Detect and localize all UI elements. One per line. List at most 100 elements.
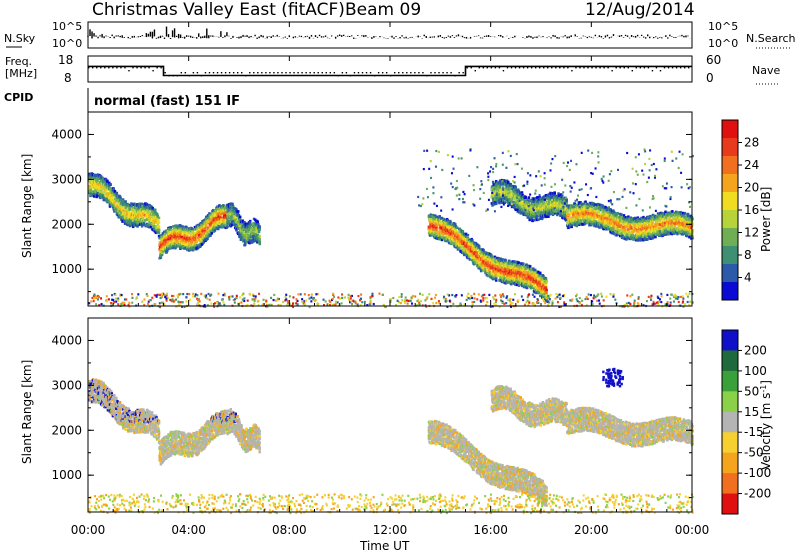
power-echo [130, 207, 134, 211]
power-echo [96, 179, 99, 183]
nave-point [510, 67, 513, 69]
power-echo [113, 203, 116, 207]
nave-point [329, 72, 331, 74]
power-echo [121, 218, 124, 222]
power-echo [504, 259, 507, 262]
power-echo [491, 180, 495, 184]
power-echo [119, 215, 122, 219]
nave-point [293, 72, 295, 74]
nave-point [245, 75, 247, 77]
power-echo [152, 215, 155, 219]
power-echo [534, 268, 537, 272]
power-echo [88, 190, 92, 193]
power-echo [216, 227, 220, 231]
nave-point [575, 67, 577, 69]
nave-point [232, 72, 235, 74]
power-echo [98, 186, 101, 190]
power-echo [108, 205, 112, 208]
nave-point [313, 72, 315, 74]
nave-point [168, 75, 170, 77]
nave-point [611, 70, 613, 72]
power-echo [101, 187, 105, 191]
nave-point [204, 72, 207, 74]
noise-left-tick-top: 10^5 [52, 20, 82, 33]
power-echo [239, 215, 242, 219]
power-echo [152, 208, 156, 211]
nave-point [394, 72, 396, 74]
power-echo [106, 180, 109, 184]
power-echo [128, 224, 132, 228]
nave-point [277, 72, 279, 74]
nave-point [643, 67, 646, 69]
nave-point [100, 67, 102, 69]
power-echo [120, 200, 124, 203]
nave-point [200, 75, 203, 77]
nave-point [273, 72, 275, 74]
power-echo [147, 211, 151, 214]
power-echo [108, 197, 112, 200]
power-echo [143, 219, 147, 222]
nave-point [212, 72, 215, 74]
power-echo [454, 229, 458, 232]
power-echo [117, 215, 120, 219]
power-echo [98, 185, 101, 188]
power-echo [132, 212, 135, 215]
power-echo [94, 187, 97, 191]
power-echo [169, 225, 173, 229]
nave-point [615, 67, 617, 69]
nave-point [474, 70, 476, 72]
power-echo [135, 218, 138, 221]
nave-point [591, 67, 593, 69]
power-echo [98, 183, 101, 186]
nave-point [257, 72, 259, 74]
nave-point [571, 70, 573, 72]
power-echo [137, 223, 141, 227]
power-echo [148, 216, 151, 219]
nave-point [454, 75, 456, 77]
nave-point [96, 67, 98, 69]
beam-label: Beam 09 [345, 0, 421, 20]
nave-point [289, 72, 291, 74]
power-echo [116, 196, 119, 200]
nave-point [265, 72, 267, 74]
power-echo [108, 187, 111, 191]
power-echo [103, 185, 107, 189]
power-echo [112, 188, 115, 192]
noise-trace [87, 26, 691, 39]
power-echo [152, 221, 155, 225]
cpid-label: CPID [4, 91, 33, 104]
power-echo [93, 184, 97, 188]
power-echo [107, 192, 110, 195]
power-echo [134, 205, 137, 209]
power-echo [103, 183, 106, 187]
nave-point [498, 67, 501, 69]
power-echo [137, 204, 141, 207]
nave-point [176, 75, 178, 77]
nave-point [627, 67, 629, 69]
nave-point [402, 72, 404, 74]
power-echo [137, 221, 141, 225]
power-echo [522, 262, 525, 266]
power-echo [104, 181, 107, 184]
power-echo [125, 213, 129, 216]
power-echo [157, 231, 161, 234]
power-echo [97, 177, 100, 180]
power-echo [114, 202, 117, 206]
power-echo [103, 177, 106, 181]
nave-point [365, 72, 368, 74]
nave-point [579, 67, 581, 69]
power-echo [152, 218, 156, 222]
power-echo [109, 187, 112, 190]
power-echo [258, 228, 261, 231]
nave-point [261, 72, 263, 74]
power-echo [95, 195, 98, 199]
power-echo [98, 180, 102, 184]
power-echo [203, 227, 207, 231]
power-echo [114, 196, 117, 199]
power-echo [128, 205, 131, 209]
power-echo [529, 265, 532, 268]
power-echo [128, 212, 132, 216]
power-echo [145, 215, 148, 218]
